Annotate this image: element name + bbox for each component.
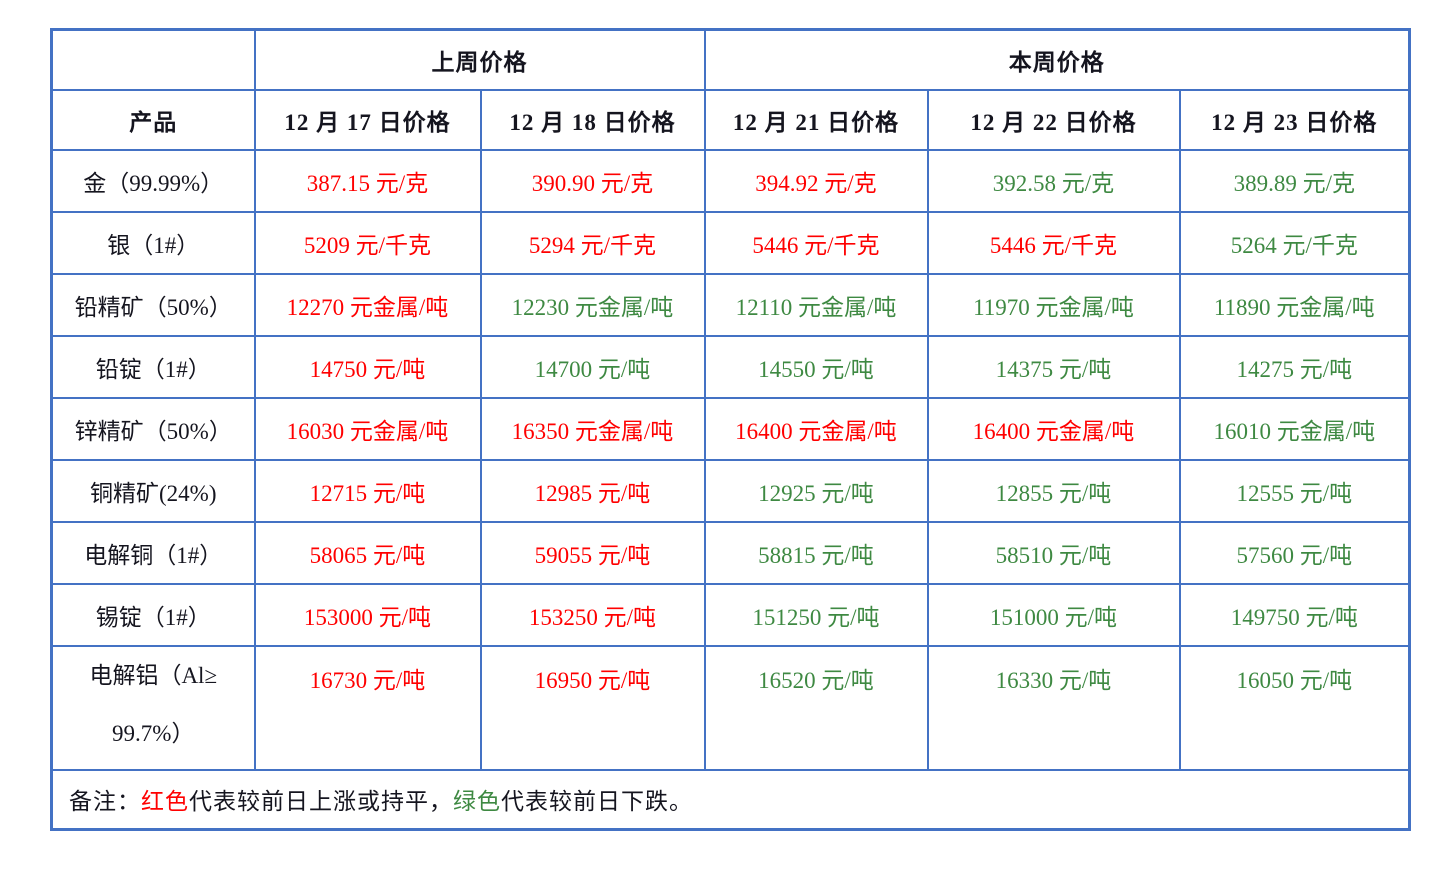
price-cell: 16520 元/吨 xyxy=(703,644,929,771)
price-cell: 16400 元金属/吨 xyxy=(703,396,929,461)
product-cell: 电解铜（1#） xyxy=(50,520,256,585)
product-cell: 电解铝（Al≥ 99.7%） xyxy=(50,644,256,771)
price-cell: 12715 元/吨 xyxy=(253,458,482,523)
group-header-row: 上周价格 本周价格 xyxy=(50,28,1411,91)
table-row: 铅精矿（50%） 12270 元金属/吨 12230 元金属/吨 12110 元… xyxy=(50,272,1411,337)
table-row: 锌精矿（50%） 16030 元金属/吨 16350 元金属/吨 16400 元… xyxy=(50,396,1411,461)
price-cell: 16030 元金属/吨 xyxy=(253,396,482,461)
product-cell: 铅锭（1#） xyxy=(50,334,256,399)
price-cell: 151250 元/吨 xyxy=(703,582,929,647)
price-cell: 149750 元/吨 xyxy=(1178,582,1411,647)
price-cell: 12110 元金属/吨 xyxy=(703,272,929,337)
document-page: 上周价格 本周价格 产品 12 月 17 日价格 12 月 18 日价格 12 … xyxy=(50,28,1412,831)
note-red-word: 红色 xyxy=(141,789,189,815)
note-red-desc: 代表较前日上涨或持平， xyxy=(189,789,453,815)
table-row: 电解铝（Al≥ 99.7%） 16730 元/吨 16950 元/吨 16520… xyxy=(50,644,1411,771)
price-cell: 12855 元/吨 xyxy=(926,458,1181,523)
table-row: 银（1#） 5209 元/千克 5294 元/千克 5446 元/千克 5446… xyxy=(50,210,1411,275)
price-cell: 153250 元/吨 xyxy=(479,582,706,647)
table-row: 电解铜（1#） 58065 元/吨 59055 元/吨 58815 元/吨 58… xyxy=(50,520,1411,585)
price-cell: 14375 元/吨 xyxy=(926,334,1181,399)
price-cell: 153000 元/吨 xyxy=(253,582,482,647)
price-cell: 14750 元/吨 xyxy=(253,334,482,399)
price-cell: 11970 元金属/吨 xyxy=(926,272,1181,337)
table-row: 金（99.99%） 387.15 元/克 390.90 元/克 394.92 元… xyxy=(50,148,1411,213)
this-week-group-header: 本周价格 xyxy=(703,28,1411,91)
note-cell: 备注：红色代表较前日上涨或持平，绿色代表较前日下跌。 xyxy=(50,768,1411,831)
table-row: 锡锭（1#） 153000 元/吨 153250 元/吨 151250 元/吨 … xyxy=(50,582,1411,647)
price-cell: 151000 元/吨 xyxy=(926,582,1181,647)
price-cell: 14550 元/吨 xyxy=(703,334,929,399)
product-cell: 锡锭（1#） xyxy=(50,582,256,647)
product-cell: 铜精矿(24%) xyxy=(50,458,256,523)
price-cell: 12270 元金属/吨 xyxy=(253,272,482,337)
product-cell: 铅精矿（50%） xyxy=(50,272,256,337)
note-green-word: 绿色 xyxy=(453,789,501,815)
product-cell: 银（1#） xyxy=(50,210,256,275)
price-cell: 57560 元/吨 xyxy=(1178,520,1411,585)
price-cell: 16950 元/吨 xyxy=(479,644,706,771)
product-cell: 锌精矿（50%） xyxy=(50,396,256,461)
price-cell: 58065 元/吨 xyxy=(253,520,482,585)
price-cell: 394.92 元/克 xyxy=(703,148,929,213)
price-cell: 14275 元/吨 xyxy=(1178,334,1411,399)
price-cell: 12555 元/吨 xyxy=(1178,458,1411,523)
price-cell: 16050 元/吨 xyxy=(1178,644,1411,771)
date-column-header: 12 月 23 日价格 xyxy=(1178,88,1411,151)
price-cell: 5264 元/千克 xyxy=(1178,210,1411,275)
last-week-group-header: 上周价格 xyxy=(253,28,706,91)
price-cell: 16010 元金属/吨 xyxy=(1178,396,1411,461)
price-cell: 16730 元/吨 xyxy=(253,644,482,771)
date-column-header: 12 月 18 日价格 xyxy=(479,88,706,151)
price-cell: 390.90 元/克 xyxy=(479,148,706,213)
price-cell: 387.15 元/克 xyxy=(253,148,482,213)
price-cell: 389.89 元/克 xyxy=(1178,148,1411,213)
price-cell: 5446 元/千克 xyxy=(703,210,929,275)
product-cell: 金（99.99%） xyxy=(50,148,256,213)
price-cell: 12925 元/吨 xyxy=(703,458,929,523)
column-header-row: 产品 12 月 17 日价格 12 月 18 日价格 12 月 21 日价格 1… xyxy=(50,88,1411,151)
blank-corner-cell xyxy=(50,28,256,91)
note-row: 备注：红色代表较前日上涨或持平，绿色代表较前日下跌。 xyxy=(50,768,1411,831)
price-cell: 12985 元/吨 xyxy=(479,458,706,523)
note-prefix: 备注： xyxy=(69,789,141,815)
price-cell: 5209 元/千克 xyxy=(253,210,482,275)
note-green-desc: 代表较前日下跌。 xyxy=(501,789,693,815)
date-column-header: 12 月 17 日价格 xyxy=(253,88,482,151)
price-cell: 5446 元/千克 xyxy=(926,210,1181,275)
price-cell: 16350 元金属/吨 xyxy=(479,396,706,461)
table-row: 铅锭（1#） 14750 元/吨 14700 元/吨 14550 元/吨 143… xyxy=(50,334,1411,399)
date-column-header: 12 月 21 日价格 xyxy=(703,88,929,151)
price-cell: 58815 元/吨 xyxy=(703,520,929,585)
price-cell: 14700 元/吨 xyxy=(479,334,706,399)
date-column-header: 12 月 22 日价格 xyxy=(926,88,1181,151)
price-cell: 58510 元/吨 xyxy=(926,520,1181,585)
price-cell: 59055 元/吨 xyxy=(479,520,706,585)
price-cell: 16400 元金属/吨 xyxy=(926,396,1181,461)
price-cell: 392.58 元/克 xyxy=(926,148,1181,213)
price-cell: 11890 元金属/吨 xyxy=(1178,272,1411,337)
price-cell: 12230 元金属/吨 xyxy=(479,272,706,337)
price-cell: 5294 元/千克 xyxy=(479,210,706,275)
price-cell: 16330 元/吨 xyxy=(926,644,1181,771)
metal-price-table: 上周价格 本周价格 产品 12 月 17 日价格 12 月 18 日价格 12 … xyxy=(50,28,1412,831)
product-column-header: 产品 xyxy=(50,88,256,151)
table-row: 铜精矿(24%) 12715 元/吨 12985 元/吨 12925 元/吨 1… xyxy=(50,458,1411,523)
